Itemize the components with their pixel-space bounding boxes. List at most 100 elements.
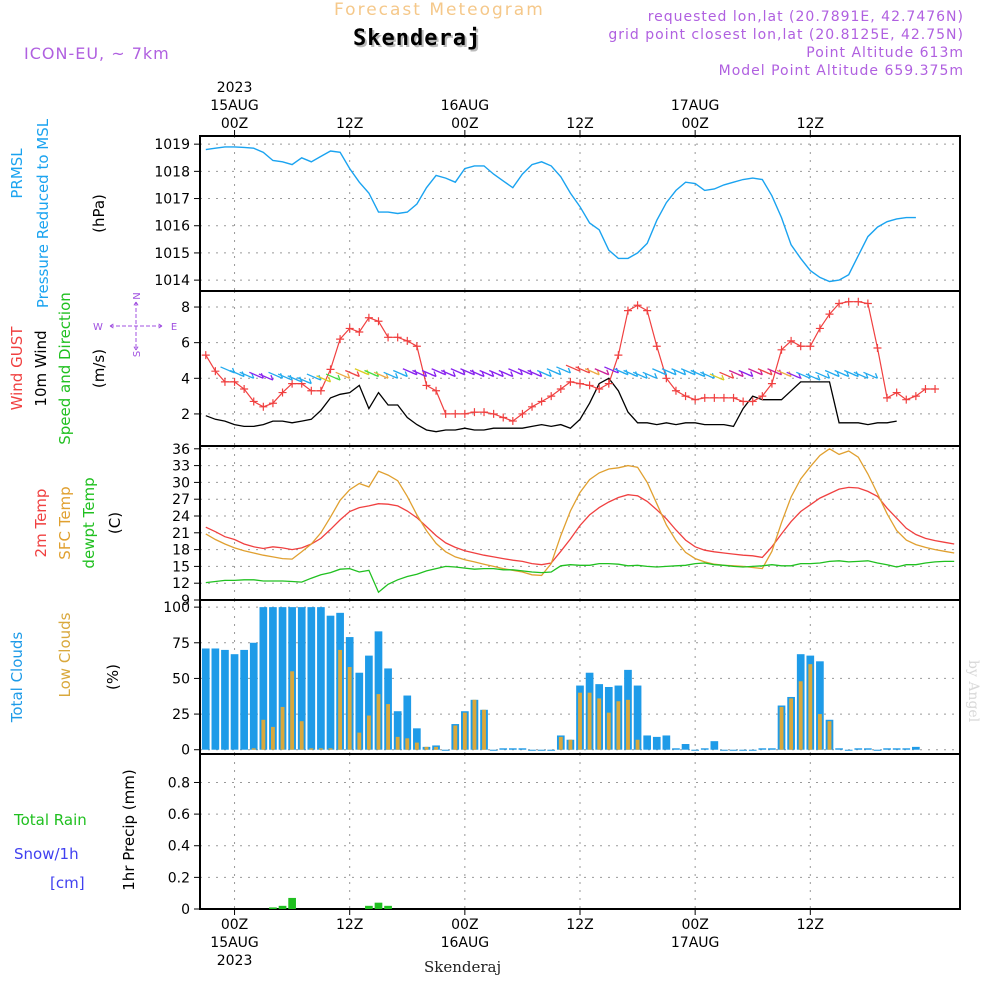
gust-marker: [623, 306, 632, 315]
total-cloud-bar: [489, 749, 498, 751]
low-cloud-bar: [347, 667, 352, 750]
gust-marker: [796, 342, 805, 351]
gust-marker: [230, 377, 239, 386]
total-cloud-bar: [816, 661, 824, 750]
gust-marker: [729, 393, 738, 402]
gust-marker: [556, 384, 565, 393]
low-cloud-bar: [271, 726, 275, 750]
gust-marker: [835, 299, 844, 308]
total-cloud-bar: [854, 748, 863, 750]
time-label-top: 12Z: [797, 116, 824, 132]
total-cloud-bar: [892, 748, 901, 750]
total-cloud-bar: [739, 749, 747, 751]
compass-ns-arrow: [132, 301, 140, 351]
wind-barb: [556, 366, 572, 374]
total-cloud-bar: [365, 655, 373, 750]
wind-barb: [594, 368, 610, 376]
gust-marker: [595, 384, 604, 393]
ytick-label: 21: [172, 526, 190, 542]
low-cloud-bar: [626, 699, 630, 750]
gust-marker: [854, 297, 863, 306]
time-label-bottom: 17AUG: [671, 935, 720, 951]
wind-barb: [546, 368, 562, 376]
time-label-top: 00Z: [451, 116, 478, 132]
ytick-label: 0.4: [168, 839, 190, 855]
footer-location: Skenderaj: [424, 958, 502, 976]
gust-marker: [787, 336, 796, 345]
precip-label-snow: Snow/1h: [14, 845, 79, 863]
ytick-label: 36: [172, 442, 190, 458]
wind-barb: [738, 369, 754, 378]
wind-barb: [383, 371, 399, 379]
low-cloud-bar: [434, 746, 438, 750]
pressure-label-unit: (hPa): [90, 194, 108, 233]
low-cloud-bar: [808, 664, 813, 750]
total-cloud-bar: [864, 748, 872, 750]
low-cloud-bar: [414, 742, 419, 750]
low-cloud-bar: [587, 692, 592, 750]
gust-marker: [307, 386, 316, 395]
total-cloud-bar: [374, 631, 383, 750]
gust-marker: [451, 409, 460, 418]
total-cloud-bar: [393, 711, 402, 750]
ytick-label: 1016: [154, 219, 190, 235]
temp-label-sfc: SFC Temp: [56, 486, 74, 559]
gust-marker: [633, 301, 642, 310]
total-cloud-bar: [902, 748, 911, 750]
low-cloud-bar: [597, 698, 602, 750]
total-cloud-bar: [748, 749, 757, 751]
total-cloud-bar: [720, 749, 728, 751]
gust-marker: [921, 384, 930, 393]
gust-marker: [931, 384, 940, 393]
wind-barb: [335, 371, 351, 379]
total-cloud-bar: [355, 672, 364, 750]
gust-marker: [259, 402, 268, 411]
gust-marker: [393, 333, 402, 342]
compass-w: W: [93, 322, 103, 333]
low-cloud-bar: [405, 738, 410, 750]
low-cloud-bar: [395, 736, 400, 750]
total-cloud-bar: [662, 735, 671, 750]
gust-marker: [489, 409, 498, 418]
ytick-label: 1018: [154, 164, 190, 180]
panel-frame: [199, 753, 961, 910]
total-cloud-bar: [326, 615, 335, 750]
low-cloud-bar: [386, 704, 390, 750]
gust-marker: [652, 342, 661, 351]
low-cloud-bar: [328, 748, 333, 750]
total-cloud-bar: [211, 648, 220, 750]
gust-marker: [892, 388, 901, 397]
gust-marker: [528, 402, 537, 411]
total-cloud-bar: [633, 685, 642, 750]
low-cloud-bar: [338, 649, 343, 750]
time-label-bottom: 12Z: [336, 917, 363, 933]
pressure-ylabel: PRMSL Pressure Reduced to MSL (hPa): [8, 118, 108, 308]
low-cloud-bar: [424, 746, 429, 750]
ytick-label: 30: [172, 475, 190, 491]
total-cloud-bar: [508, 748, 517, 750]
low-cloud-bar: [376, 694, 381, 750]
wind-barb: [258, 373, 274, 381]
gust-marker: [902, 395, 911, 404]
ytick-label: 0.8: [168, 775, 190, 791]
rain-bar: [384, 905, 392, 909]
wind-barb: [815, 371, 831, 379]
time-label-bottom: 12Z: [566, 917, 593, 933]
gust-marker: [326, 365, 335, 374]
cloud-label-unit: (%): [104, 664, 122, 690]
total-cloud-bar: [269, 607, 277, 750]
gust-marker: [777, 345, 786, 354]
ytick-label: 0: [181, 743, 190, 759]
gust-marker: [220, 377, 229, 386]
total-cloud-bar: [672, 748, 680, 750]
total-cloud-bar: [691, 749, 699, 751]
rain-bar: [374, 902, 383, 909]
gust-marker: [825, 310, 834, 319]
gust-marker: [211, 367, 220, 376]
ytick-label: 1019: [154, 137, 190, 153]
total-cloud-bar: [278, 607, 287, 750]
compass-n: N: [132, 292, 143, 299]
time-label-top: 12Z: [336, 116, 363, 132]
ytick-label: 27: [172, 492, 190, 508]
